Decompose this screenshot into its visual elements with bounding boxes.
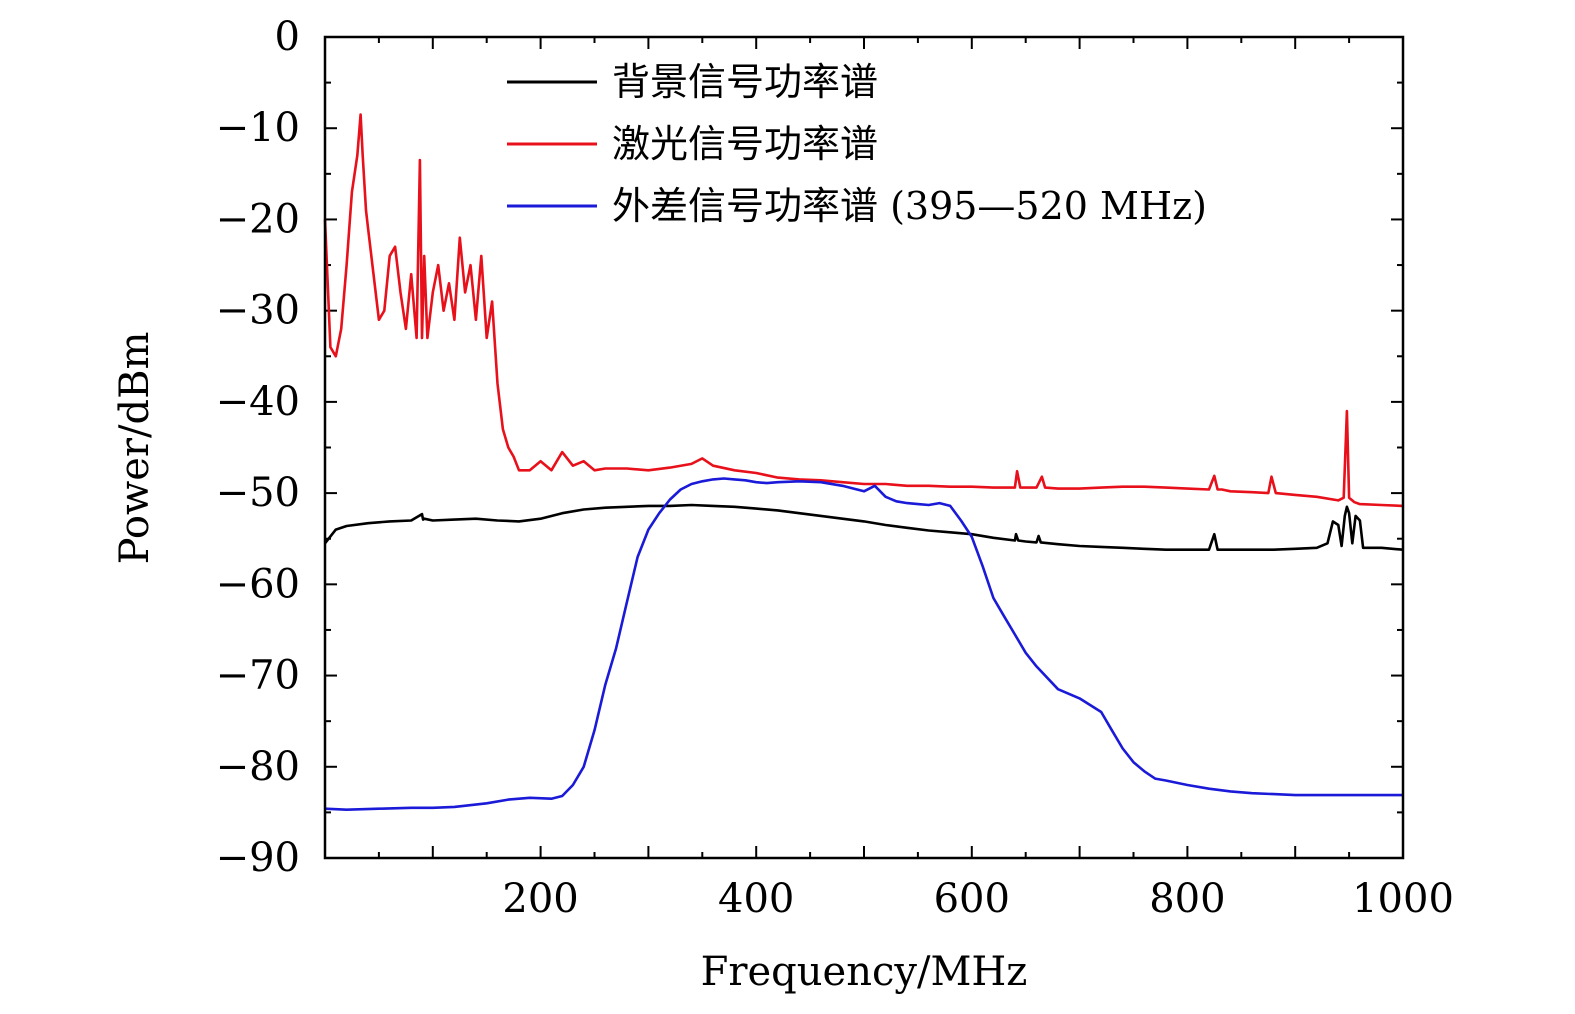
y-tick-label: −50 [216, 470, 300, 516]
series-line [323, 113, 1404, 508]
x-axis-label: Frequency/MHz [701, 949, 1028, 995]
x-axis-ticks: 200 400 600 800 1000 [324, 37, 1454, 922]
x-tick-label: 1000 [1352, 876, 1454, 922]
y-tick-label: −40 [216, 379, 300, 425]
y-tick-label: −20 [216, 196, 300, 242]
x-tick-label: 400 [718, 876, 794, 922]
series-line [323, 503, 1404, 552]
y-tick-label: −30 [216, 288, 300, 334]
legend-label: 激光信号功率谱 [612, 122, 878, 166]
series-layer [323, 113, 1404, 812]
series-line [324, 477, 1403, 812]
y-tick-label: −10 [216, 105, 300, 151]
x-tick-label: 600 [934, 876, 1010, 922]
y-tick-label: −70 [216, 653, 300, 699]
legend-label: 背景信号功率谱 [612, 60, 878, 104]
y-tick-label: −60 [216, 561, 300, 607]
plot-frame [323, 35, 1405, 860]
x-tick-label: 800 [1149, 876, 1225, 922]
x-tick-label: 200 [502, 876, 578, 922]
y-tick-label: 0 [275, 14, 300, 60]
y-tick-label: −90 [216, 835, 300, 881]
y-axis-ticks: 0 −10 −20 −30 −40 −50 −60 −70 −80 −90 [216, 14, 1403, 881]
legend-label: 外差信号功率谱 (395—520 MHz) [612, 184, 1207, 228]
y-axis-label: Power/dBm [112, 332, 158, 565]
y-tick-label: −80 [216, 744, 300, 790]
